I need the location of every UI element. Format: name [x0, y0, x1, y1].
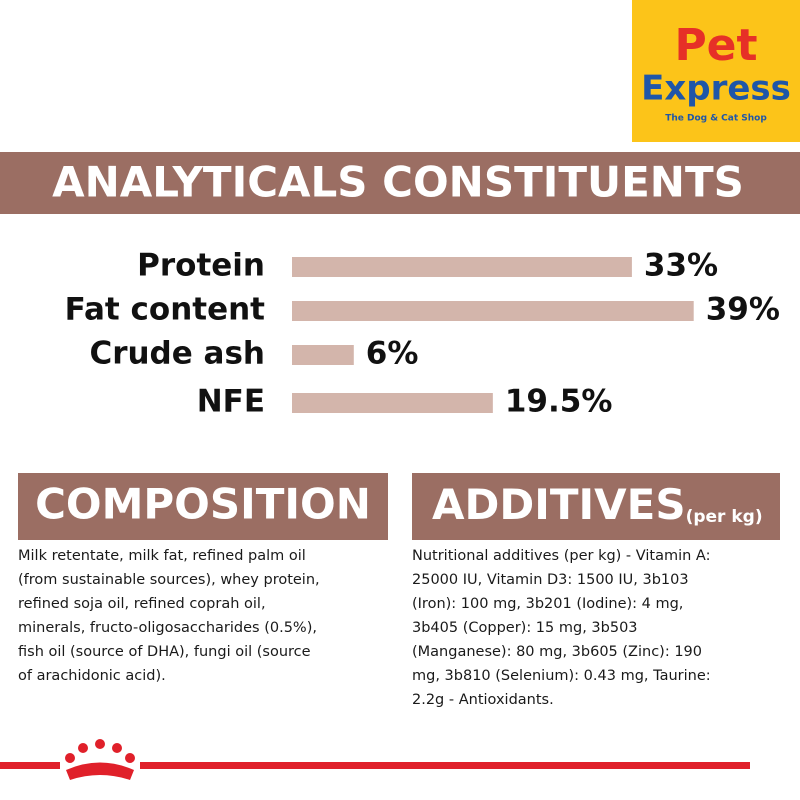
bar — [292, 393, 493, 413]
logo-box — [632, 0, 800, 142]
additives-header — [412, 473, 780, 540]
logo-pet: Pet — [674, 20, 757, 71]
body-text-line: mg, 3b810 (Selenium): 0.43 mg, Taurine: — [412, 668, 711, 684]
bar — [292, 301, 694, 321]
body-text-line: 2.2g - Antioxidants. — [412, 692, 554, 708]
body-text-line: 25000 IU, Vitamin D3: 1500 IU, 3b103 — [412, 572, 689, 588]
category-label: Protein — [137, 248, 265, 284]
logo-express: Express — [641, 69, 791, 109]
body-text-line: Milk retentate, milk fat, refined palm o… — [18, 548, 306, 564]
category-label: Crude ash — [89, 336, 265, 372]
body-text-line: minerals, fructo-oligosaccharides (0.5%)… — [18, 620, 317, 636]
crown-icon — [65, 739, 135, 780]
value-label: 19.5% — [505, 384, 613, 420]
body-text-line: of arachidonic acid). — [18, 668, 166, 684]
title-band — [0, 152, 800, 214]
category-label: Fat content — [65, 292, 266, 328]
body-text-line: fish oil (source of DHA), fungi oil (sou… — [18, 644, 311, 660]
body-text-line: (Iron): 100 mg, 3b201 (Iodine): 4 mg, — [412, 596, 683, 612]
body-text-line: (Manganese): 80 mg, 3b605 (Zinc): 190 — [412, 644, 702, 660]
value-label: 6% — [366, 336, 419, 372]
bar-chart: Protein 33% Fat content 39% Crude ash 6% NFE 19… — [65, 248, 780, 420]
value-label: 39% — [706, 292, 780, 328]
additives-title: ADDITIVES(per kg) — [432, 480, 763, 529]
composition-title: COMPOSITION — [35, 480, 371, 529]
value-label: 33% — [644, 248, 718, 284]
footer-line — [0, 762, 60, 769]
bar — [292, 257, 632, 277]
body-text-line: 3b405 (Copper): 15 mg, 3b503 — [412, 620, 638, 636]
body-text-line: (from sustainable sources), whey protein… — [18, 572, 320, 588]
category-label: NFE — [197, 384, 265, 420]
footer-line — [140, 762, 750, 769]
body-text-line: Nutritional additives (per kg) - Vitamin… — [412, 548, 710, 564]
logo-tagline: The Dog & Cat Shop — [665, 114, 767, 124]
chart-title: ANALYTICALS CONSTITUENTS — [52, 158, 744, 207]
bar — [292, 345, 354, 365]
text-blocks: Milk retentate, milk fat, refined palm o… — [18, 548, 711, 708]
body-text-line: refined soja oil, refined coprah oil, — [18, 596, 266, 612]
composition-header — [18, 473, 388, 540]
